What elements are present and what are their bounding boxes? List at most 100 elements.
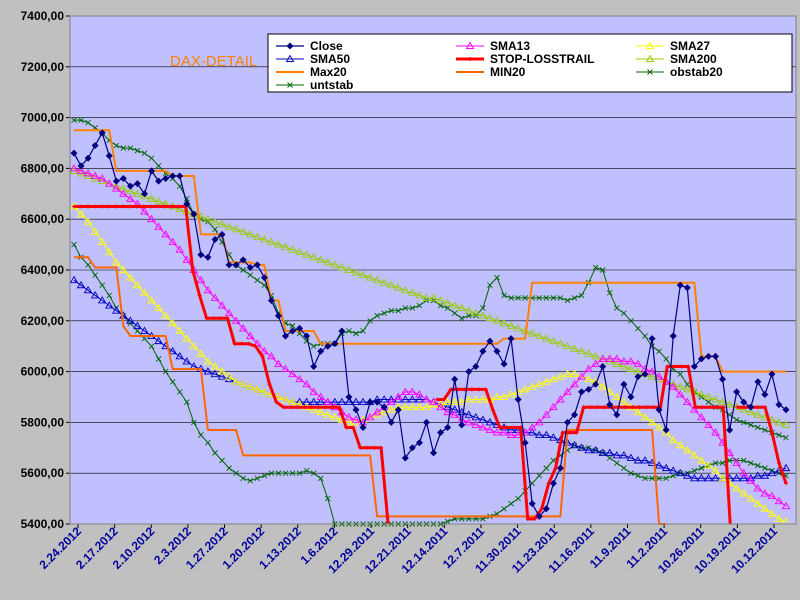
sma50-marker — [577, 443, 586, 451]
close-marker — [317, 347, 325, 355]
close-marker — [740, 398, 748, 406]
sma200-marker — [90, 174, 100, 182]
sma13-marker — [90, 171, 100, 179]
stop-losstrail-marker — [267, 382, 272, 387]
close-marker — [70, 149, 78, 157]
sma27-marker — [697, 456, 706, 464]
sma200-marker — [408, 288, 417, 296]
sma27-marker — [344, 418, 354, 426]
close-marker — [493, 347, 501, 355]
sma13-marker — [302, 379, 311, 388]
sma200-marker — [203, 214, 213, 223]
sma200-marker — [154, 197, 163, 205]
sma13-marker — [654, 372, 664, 380]
close-marker — [338, 327, 346, 335]
obstab20-marker — [134, 147, 141, 154]
y-tick-label: 7000,00 — [21, 111, 65, 125]
untstab-marker — [296, 470, 303, 477]
sma13-marker — [203, 285, 213, 294]
sma13-marker — [196, 275, 206, 284]
stop-losstrail-marker — [155, 204, 160, 209]
stop-losstrail-marker — [700, 405, 705, 410]
sma13-marker — [408, 387, 417, 395]
sma13-marker — [83, 169, 93, 177]
sma200-marker — [133, 189, 142, 197]
sma13-marker — [351, 415, 361, 423]
close-marker — [556, 464, 564, 472]
sma200-marker — [471, 308, 481, 317]
obstab20-marker — [480, 305, 486, 311]
legend-stop-losstrail-marker — [468, 57, 472, 61]
sma200-marker — [119, 184, 128, 192]
obstab20-marker — [367, 317, 373, 324]
stop-losstrail-marker — [518, 425, 523, 430]
stop-losstrail-marker — [260, 354, 265, 359]
stop-losstrail-marker — [679, 364, 684, 369]
untstab-marker — [635, 472, 641, 479]
close-marker — [775, 401, 783, 409]
untstab-marker — [289, 470, 296, 477]
close-marker — [260, 274, 268, 282]
sma200-marker — [302, 250, 311, 258]
sma27-marker — [534, 379, 544, 388]
sma50-marker — [598, 448, 607, 456]
sma27-marker — [316, 407, 326, 416]
sma200-marker — [217, 219, 227, 228]
sma200-marker — [83, 171, 93, 179]
sma50-marker — [739, 473, 748, 482]
sma200-marker — [337, 263, 347, 271]
close-marker — [627, 393, 635, 401]
sma200-marker — [605, 357, 615, 365]
sma200-marker — [647, 372, 657, 380]
sma13-marker — [577, 372, 586, 380]
sma13-marker — [401, 387, 410, 395]
sma50-marker — [690, 473, 699, 482]
sma13-marker — [527, 423, 537, 431]
close-marker — [359, 423, 367, 431]
stop-losstrail-marker — [274, 400, 279, 405]
close-marker — [578, 388, 586, 396]
sma27-marker — [112, 257, 121, 266]
untstab-marker — [275, 470, 282, 477]
sma13-marker — [570, 379, 579, 388]
legend-item: STOP-LOSSTRAIL — [456, 52, 594, 66]
legend-label: SMA50 — [310, 52, 350, 66]
legend-item: Max20 — [276, 65, 347, 79]
sma27-marker — [245, 382, 255, 390]
untstab-marker — [205, 439, 211, 446]
stop-losstrail-marker — [281, 405, 286, 410]
untstab-marker — [71, 241, 77, 248]
sma13-marker — [175, 245, 185, 253]
stop-losstrail-marker — [560, 430, 565, 435]
close-marker — [599, 363, 607, 371]
untstab-marker — [515, 495, 521, 502]
close-marker — [126, 182, 134, 190]
close-marker — [91, 142, 99, 150]
sma50-marker — [704, 473, 713, 482]
stop-losstrail-marker — [211, 316, 216, 321]
sma27-marker — [556, 372, 565, 380]
stop-losstrail-marker — [574, 430, 579, 435]
close-marker — [394, 406, 402, 414]
sma13-marker — [295, 374, 304, 383]
sma27-marker — [675, 440, 685, 449]
stop-losstrail-marker — [239, 341, 244, 346]
obstab20-marker — [416, 302, 423, 309]
close-marker — [289, 327, 297, 335]
sma13-marker — [647, 367, 657, 375]
sma13-marker — [147, 214, 156, 223]
close-marker — [549, 479, 557, 487]
untstab-marker — [324, 495, 331, 502]
sma50-marker — [542, 430, 551, 439]
sma200-marker — [683, 384, 692, 393]
untstab-marker — [155, 356, 162, 362]
sma13-marker — [464, 418, 474, 426]
sma27-marker — [527, 382, 537, 390]
close-marker — [465, 368, 473, 376]
untstab-marker — [663, 475, 669, 482]
sma200-marker — [126, 186, 135, 195]
close-marker — [296, 324, 304, 332]
close-marker — [486, 337, 494, 345]
sma13-marker — [97, 174, 107, 182]
sma27-marker — [584, 374, 593, 383]
